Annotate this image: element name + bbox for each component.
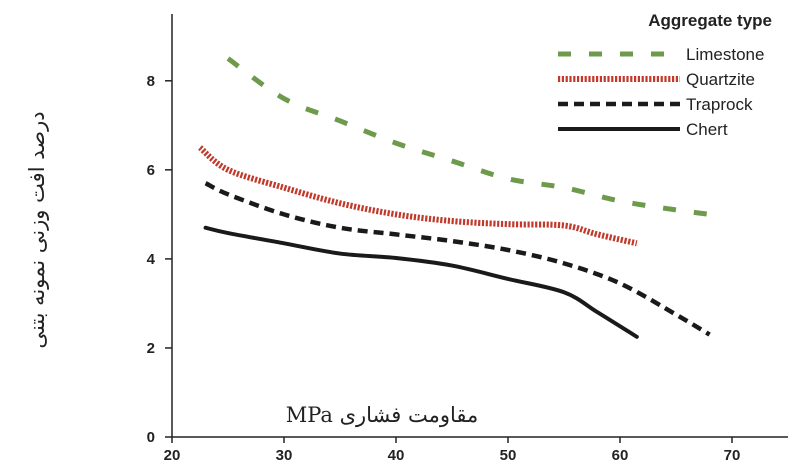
series-line-quartzite	[198, 145, 638, 247]
series-line-traprock	[204, 181, 711, 337]
y-tick-label: 2	[147, 340, 155, 357]
series-line-limestone	[226, 56, 710, 217]
x-ticks: 20 30 40 50 60 70	[164, 437, 741, 464]
y-tick-label: 8	[147, 73, 155, 90]
legend: Aggregate type Limestone Quartzite Traproc…	[558, 11, 772, 139]
x-tick-label: 60	[612, 447, 629, 464]
x-tick-label: 30	[276, 447, 293, 464]
series-line-chert	[203, 225, 639, 339]
x-tick-label: 40	[388, 447, 405, 464]
legend-label-chert: Chert	[686, 120, 728, 139]
plot-area: 20 30 40 50 60 70 0 2 4 6 8	[147, 14, 788, 464]
x-axis-label: مقاومت فشاری MPa	[286, 403, 479, 428]
x-tick-label: 70	[724, 447, 741, 464]
y-axis-label: درصد افت وزنی نمونه بتنی	[25, 111, 49, 348]
y-tick-label: 0	[147, 429, 155, 446]
y-ticks: 0 2 4 6 8	[147, 73, 172, 446]
x-tick-label: 20	[164, 447, 181, 464]
y-tick-label: 4	[147, 251, 156, 268]
y-tick-label: 6	[147, 162, 155, 179]
legend-label-limestone: Limestone	[686, 45, 764, 64]
x-tick-label: 50	[500, 447, 517, 464]
legend-title: Aggregate type	[648, 11, 772, 30]
legend-label-quartzite: Quartzite	[686, 70, 755, 89]
series-lines	[198, 56, 711, 339]
legend-label-traprock: Traprock	[686, 95, 753, 114]
